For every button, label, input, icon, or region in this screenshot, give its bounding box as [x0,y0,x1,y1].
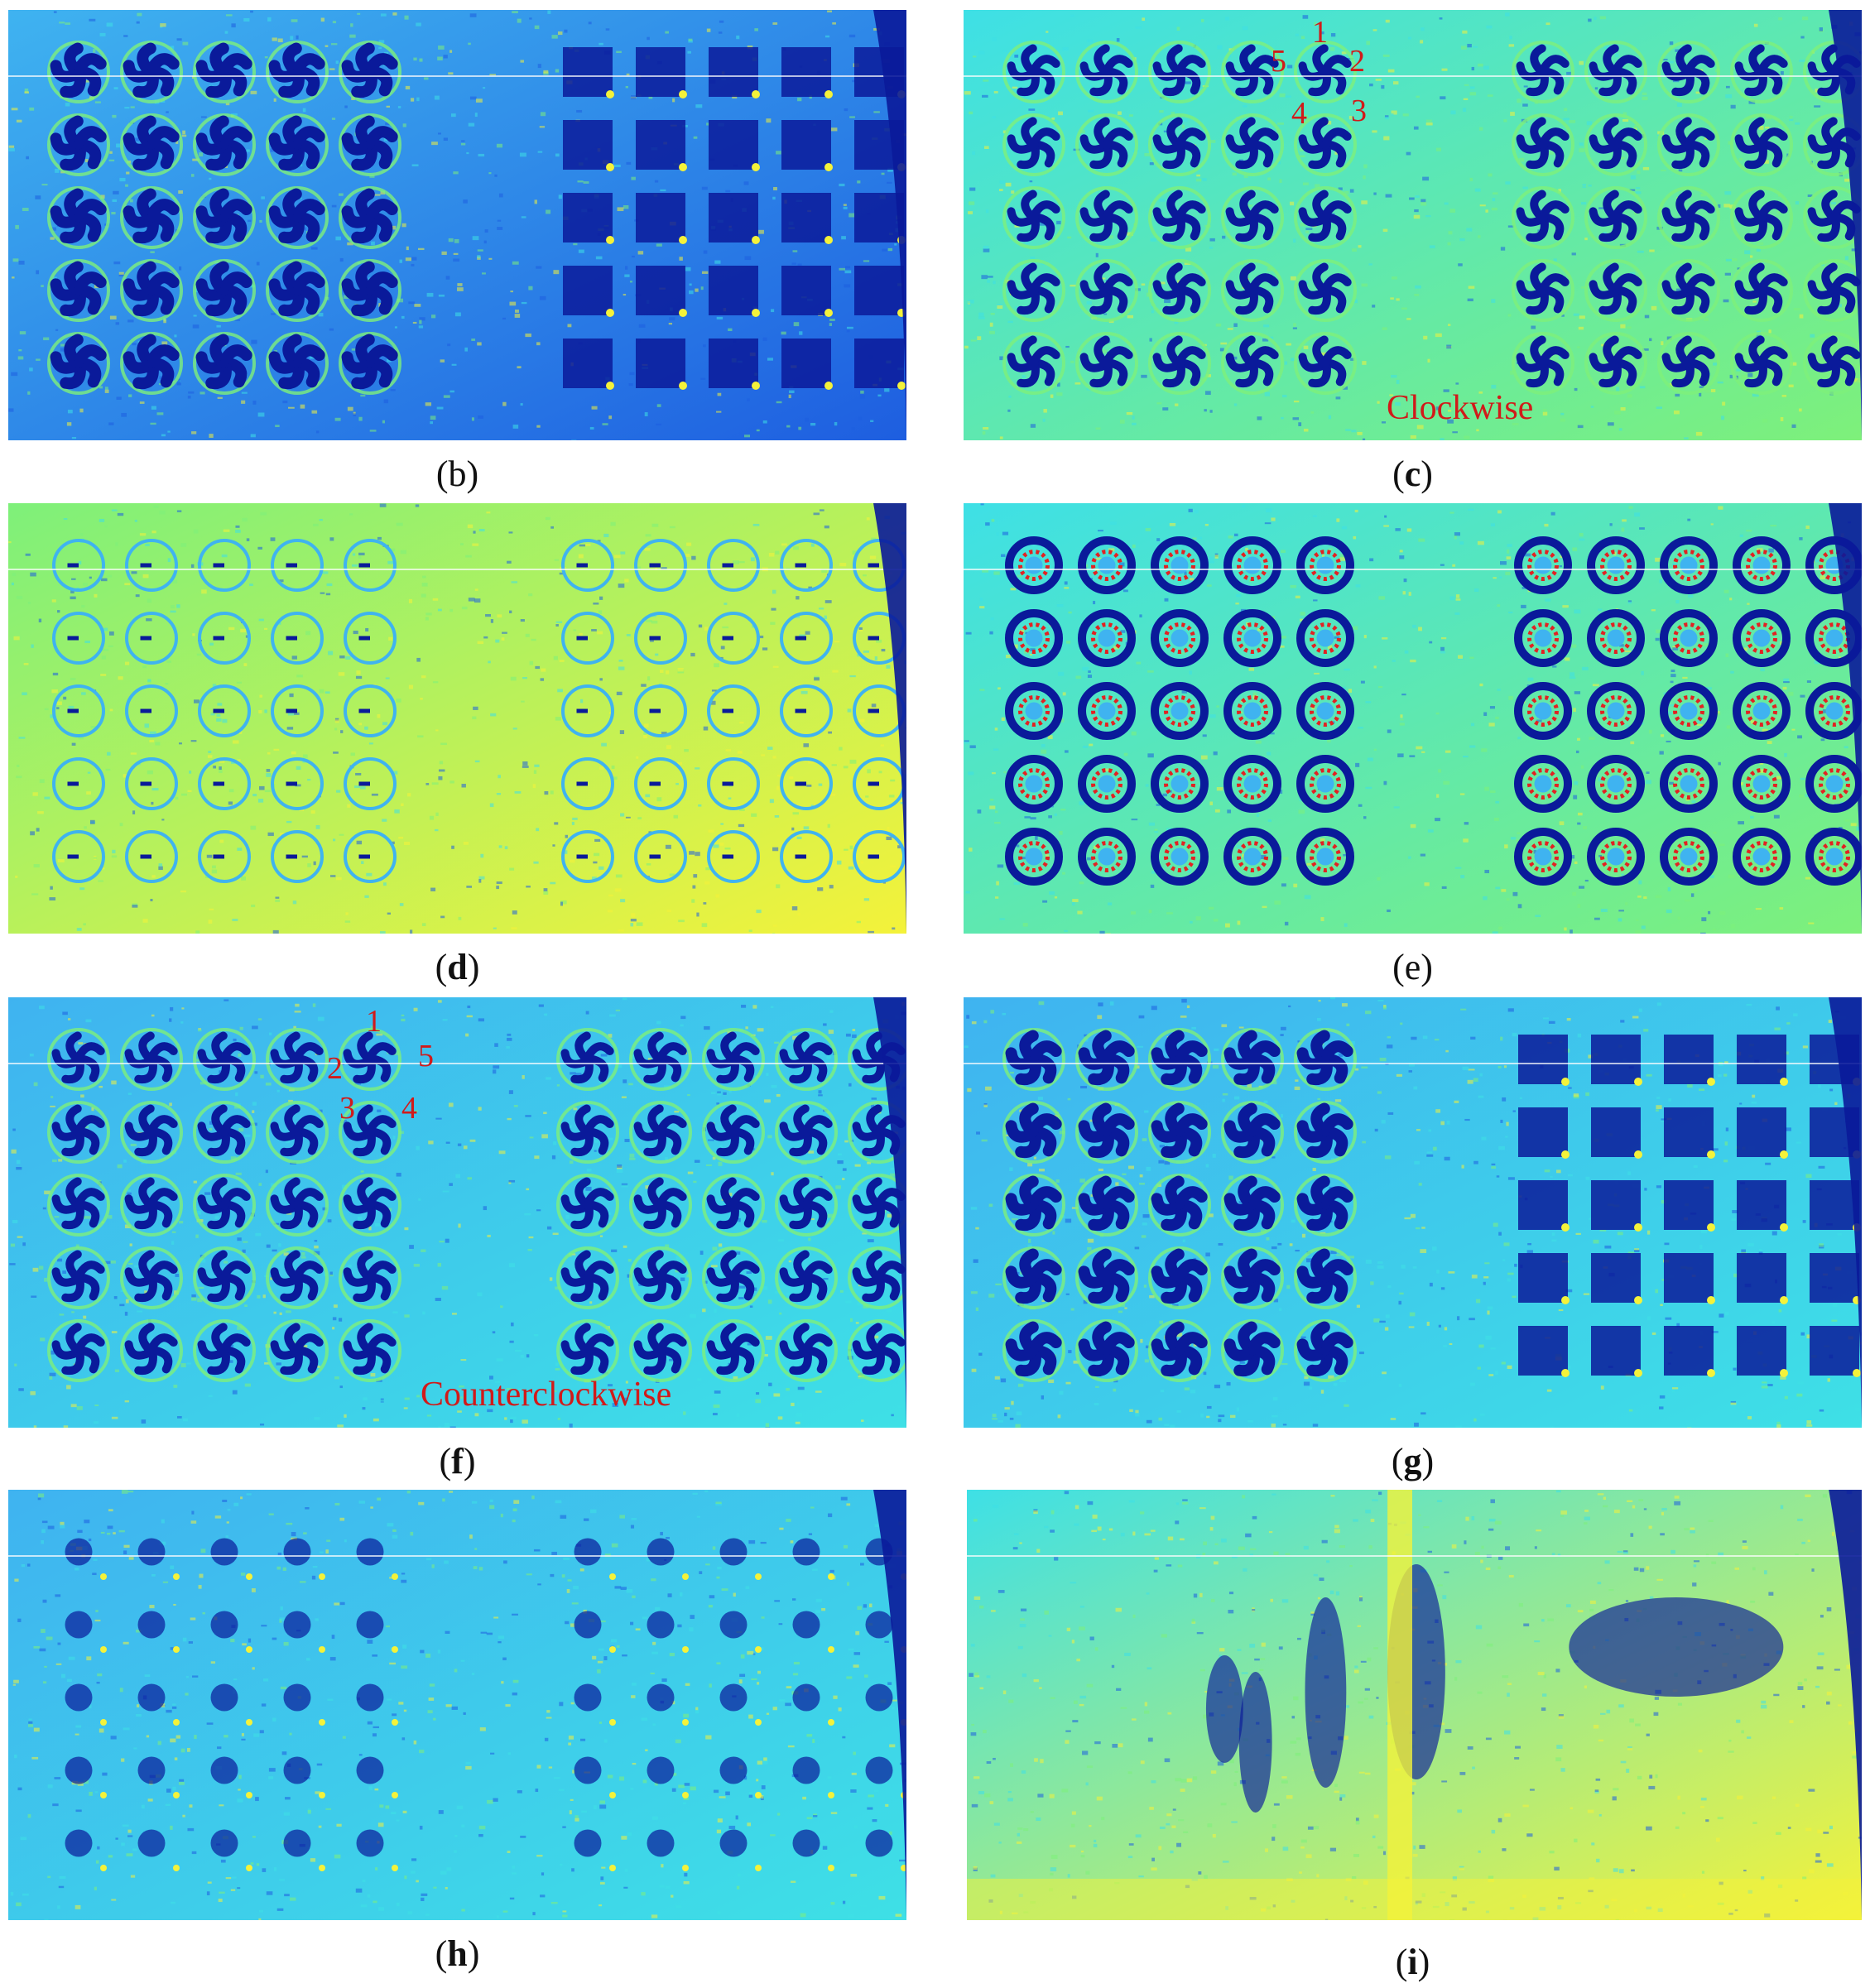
panel-f-number-5: 5 [418,1039,434,1073]
panel-f-letter: f [451,1441,464,1481]
panel-e-letter: e [1404,947,1421,987]
panel-b-image [8,10,906,440]
panel-d-letter: d [447,947,468,987]
panel-f-image [8,997,906,1428]
panel-h-caption: (h) [435,1933,480,1974]
panel-c-caption: (c) [1392,454,1433,494]
panel-g-image [964,997,1862,1428]
panel-d-image [8,503,906,934]
panel-i-caption: (i) [1395,1942,1430,1982]
panel-c-letter: c [1404,454,1421,494]
panel-c-number-2: 2 [1349,44,1365,79]
panel-f-direction-label: Counterclockwise [421,1376,672,1414]
panel-c-number-4: 4 [1291,96,1307,131]
panel-g-caption: (g) [1391,1441,1435,1481]
panel-b-letter: b [448,454,467,494]
panel-h-image [8,1490,906,1920]
panel-c-number-1: 1 [1312,15,1328,50]
panel-c-direction-label: Clockwise [1387,389,1534,427]
panel-h-letter: h [447,1933,468,1974]
panel-c-image [964,10,1862,440]
panel-f-number-3: 3 [339,1091,355,1126]
panel-d-caption: (d) [435,947,480,987]
panel-f-number-2: 2 [327,1051,343,1086]
panel-b-caption: (b) [435,454,479,494]
panel-c-number-5: 5 [1271,44,1286,79]
panel-f-number-4: 4 [401,1091,417,1126]
panel-g-letter: g [1403,1441,1422,1481]
panel-f-caption: (f) [439,1441,476,1481]
panel-c-number-3: 3 [1351,94,1367,128]
panel-i-image [967,1490,1862,1920]
panel-f-number-1: 1 [366,1004,382,1039]
panel-i-letter: i [1407,1942,1418,1982]
panel-e-caption: (e) [1392,947,1433,987]
panel-e-image [964,503,1862,934]
